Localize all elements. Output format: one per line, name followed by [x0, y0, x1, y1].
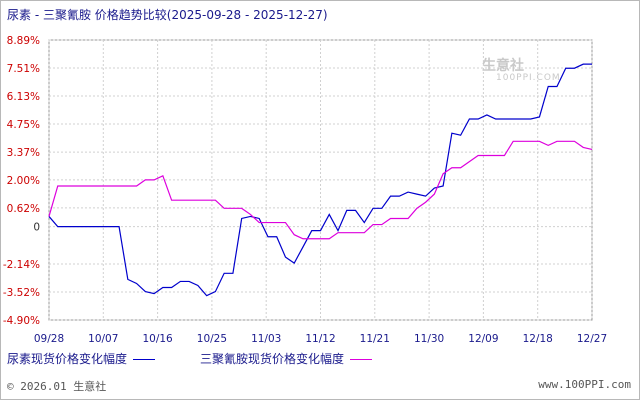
legend-label-series2: 三聚氰胺现货价格变化幅度 — [200, 352, 345, 366]
series-line-2 — [48, 140, 593, 240]
y-tick-label: -3.52% — [3, 287, 40, 299]
x-tick-label: 12/27 — [577, 333, 607, 345]
y-tick-label: -4.90% — [3, 315, 40, 327]
x-tick-label: 11/30 — [414, 333, 444, 345]
copyright-text: © 2026.01 生意社 — [7, 380, 107, 393]
x-tick-label: 10/07 — [88, 333, 118, 345]
x-tick-label: 11/12 — [305, 333, 335, 345]
y-tick-label: 3.37% — [7, 147, 40, 159]
y-tick-label: 0 — [33, 222, 40, 234]
y-tick-label: -2.14% — [3, 259, 40, 271]
chart-title: 尿素 - 三聚氰胺 价格趋势比较(2025-09-28 - 2025-12-27… — [7, 8, 328, 22]
y-tick-label: 7.51% — [7, 63, 40, 75]
y-tick-label: 2.00% — [7, 175, 40, 187]
legend-item-series1: 尿素现货价格变化幅度 — [7, 350, 156, 367]
footer: © 2026.01 生意社 www.100PPI.com — [7, 378, 631, 394]
series-line-1 — [48, 63, 592, 297]
watermark-logo: 生意社 100PPI.COM — [482, 55, 561, 83]
watermark-name: 生意社 — [482, 58, 524, 74]
y-tick-label: 6.13% — [7, 91, 40, 103]
site-url: www.100PPI.com — [538, 378, 631, 391]
x-tick-label: 12/09 — [468, 333, 498, 345]
y-tick-label: 4.75% — [7, 119, 40, 131]
watermark-url: 100PPI.COM — [496, 73, 561, 83]
x-tick-label: 09/28 — [34, 333, 64, 345]
x-tick-label: 10/25 — [197, 333, 227, 345]
legend-swatch-series1 — [133, 359, 156, 360]
legend-item-series2: 三聚氰胺现货价格变化幅度 — [200, 350, 373, 367]
y-tick-label: 0.62% — [7, 203, 40, 215]
y-tick-label: 8.89% — [7, 35, 40, 47]
legend-label-series1: 尿素现货价格变化幅度 — [7, 352, 128, 366]
legend-swatch-series2 — [350, 359, 373, 360]
x-tick-label: 11/03 — [251, 333, 281, 345]
x-tick-label: 10/16 — [142, 333, 173, 345]
x-tick-label: 12/18 — [523, 333, 553, 345]
x-tick-label: 11/21 — [360, 333, 390, 345]
